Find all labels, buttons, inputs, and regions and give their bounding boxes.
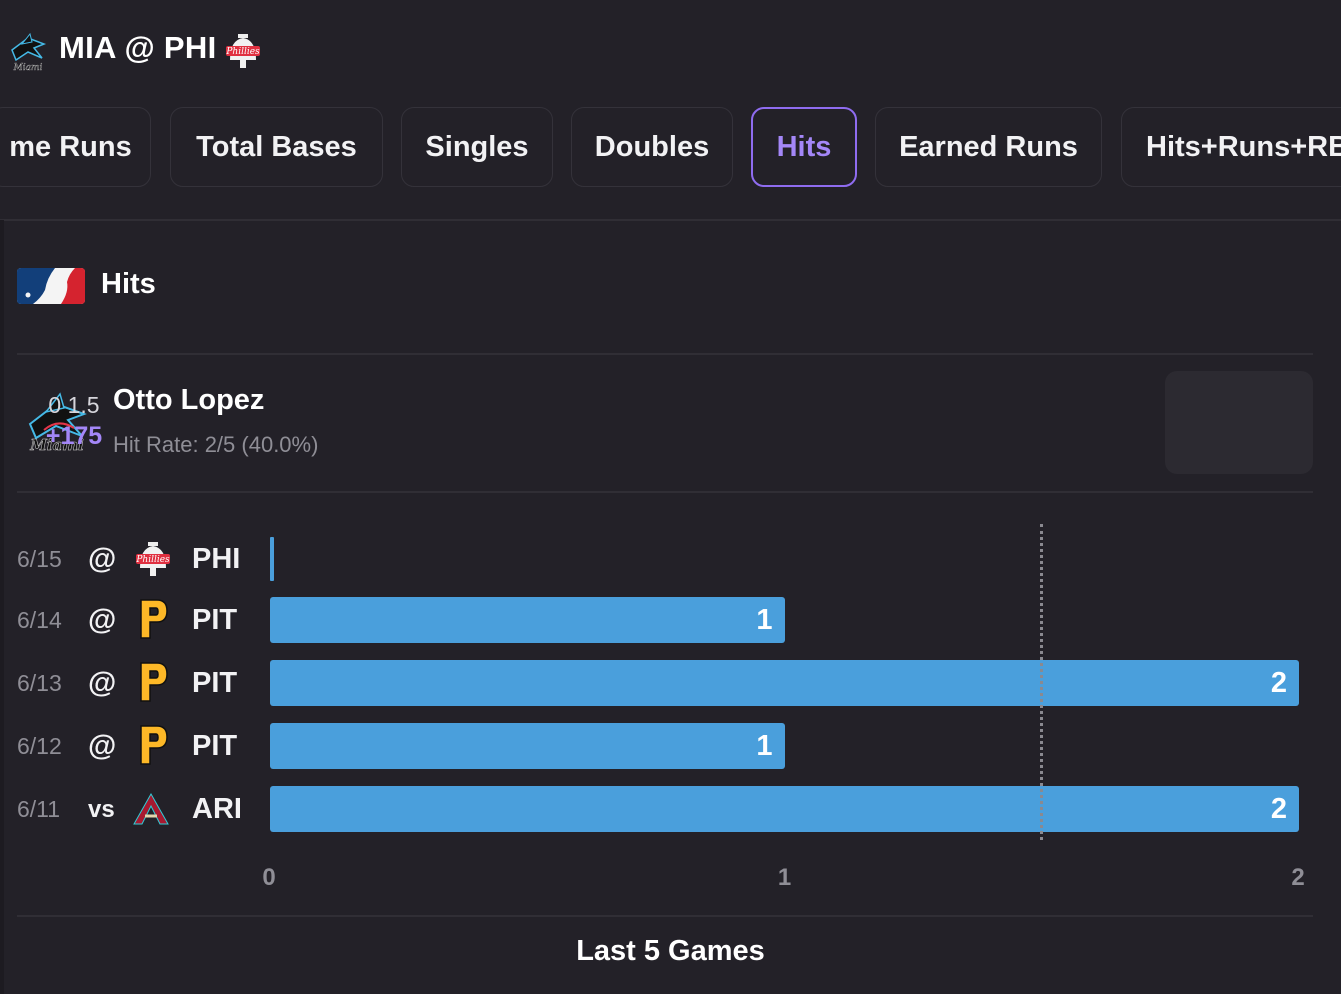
tab-hits-runs-rbis[interactable]: Hits+Runs+RB [1121,107,1341,187]
home-away-indicator: @ [88,543,117,575]
game-date: 6/12 [17,733,62,759]
diamondbacks-logo-icon [132,792,170,831]
section-divider [17,353,1313,355]
phillies-logo-icon: Phillies [225,34,260,68]
bar-value-label: 1 [756,730,773,762]
chart-title: Last 5 Games [576,935,765,967]
pirates-logo-icon [137,661,169,710]
svg-text:Phillies: Phillies [225,47,260,57]
game-date: 6/14 [17,607,62,633]
tab-total-bases[interactable]: Total Bases [170,107,383,187]
odds-button[interactable] [1165,371,1313,474]
odds-price: +175 [45,422,103,450]
section-title: Hits [101,268,156,300]
game-date: 6/11 [17,796,61,822]
game-header: Miami MIA @ PHI Phillies [0,0,1341,100]
x-axis-tick: 2 [1291,864,1305,891]
chart-bar [270,786,1299,832]
player-name: Otto Lopez [113,384,265,416]
bar-value-label: 1 [756,604,773,636]
tab-earned-runs[interactable]: Earned Runs [875,107,1102,187]
home-away-indicator: @ [88,730,117,762]
pirates-logo-icon [137,724,169,773]
marlins-logo-icon: Miami [11,32,47,72]
tab-doubles[interactable]: Doubles [571,107,733,187]
opponent-abbr: PIT [192,730,238,762]
tab-hits[interactable]: Hits [751,107,857,187]
odds-line: 0 1.5 [48,392,100,418]
opponent-abbr: PIT [192,604,238,636]
pirates-logo-icon [137,598,169,647]
chart-bar [270,660,1299,706]
home-away-indicator: @ [88,604,117,636]
chart-divider [17,915,1313,917]
tab-singles[interactable]: Singles [401,107,553,187]
tabs-divider [0,219,1341,221]
tab-home-runs[interactable]: me Runs [0,107,151,187]
svg-text:Miami: Miami [13,63,43,72]
opponent-abbr: PIT [192,667,238,699]
market-tabs: me Runs Total Bases Singles Doubles Hits… [0,107,1341,187]
home-away-indicator: vs [88,796,115,823]
home-away-indicator: @ [88,667,117,699]
panel-edge [0,220,4,994]
x-axis-tick: 0 [262,864,276,891]
opponent-abbr: PHI [192,543,241,575]
x-axis-tick: 1 [777,864,792,891]
game-date: 6/13 [17,670,62,696]
mlb-logo-icon [17,268,85,304]
bar-value-label: 2 [1270,793,1287,825]
opponent-abbr: ARI [192,793,242,825]
svg-text:Miami: Miami [29,436,84,454]
marlins-logo-icon: Miami [28,392,87,454]
matchup-title: MIA @ PHI [59,30,217,65]
chart-bar [270,723,785,769]
game-date: 6/15 [17,546,62,572]
chart-bar [270,597,785,643]
svg-text:Phillies: Phillies [135,555,170,565]
bar-value-label: 2 [1270,667,1287,699]
threshold-line [1039,524,1043,840]
player-divider [17,491,1313,493]
hit-rate: Hit Rate: 2/5 (40.0%) [113,432,319,457]
phillies-logo-icon: Phillies [132,540,174,583]
chart-bar [270,537,274,581]
